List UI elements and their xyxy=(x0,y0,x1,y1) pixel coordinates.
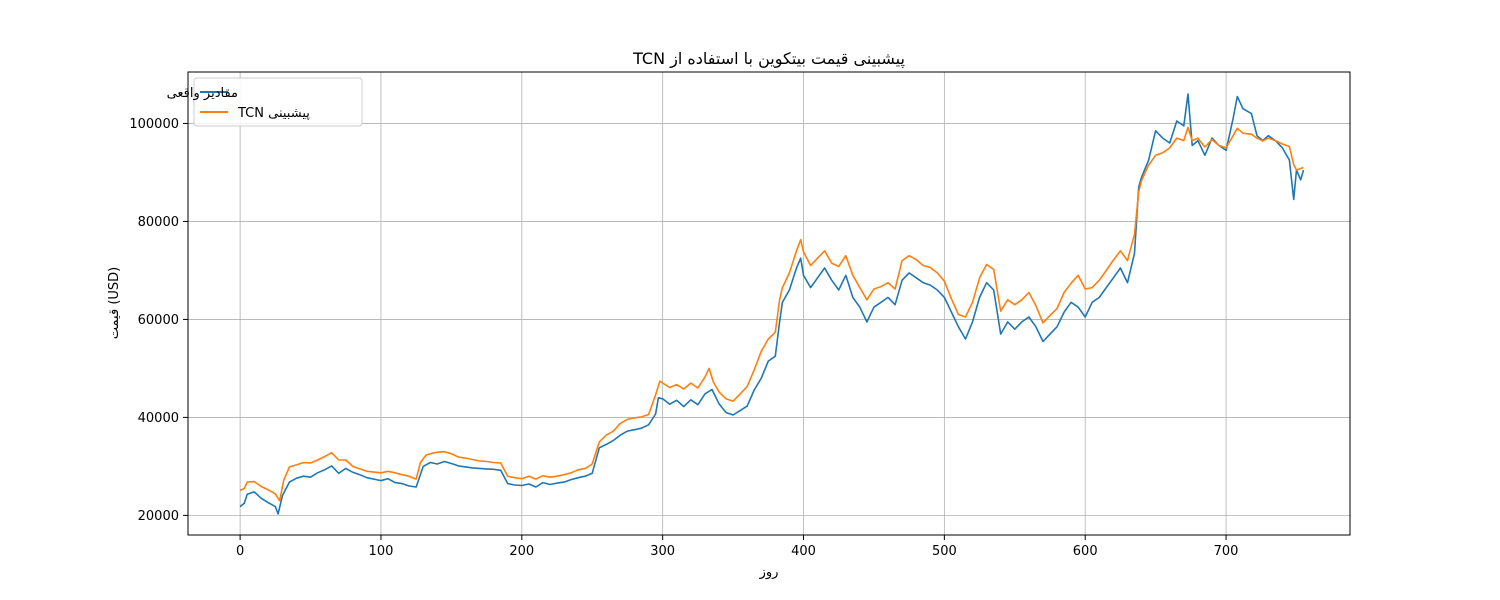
x-tick-label: 100 xyxy=(369,544,394,559)
x-tick-label: 200 xyxy=(509,544,534,559)
y-tick-label: 40000 xyxy=(138,411,179,426)
series-line-actual xyxy=(239,93,1305,515)
y-tick-label: 20000 xyxy=(138,509,179,524)
x-tick-label: 400 xyxy=(791,544,816,559)
legend-label-actual: مقادیر واقعی xyxy=(167,86,238,101)
y-ticks: 20000 40000 60000 80000 100000 xyxy=(129,117,188,524)
x-tick-label: 600 xyxy=(1073,544,1098,559)
series-line-prediction xyxy=(239,126,1304,502)
legend: مقادیر واقعی پیشبینی TCN xyxy=(167,77,363,127)
y-axis-label: قیمت (USD) xyxy=(107,267,122,339)
x-tick-label: 500 xyxy=(932,544,957,559)
legend-label-prediction: پیشبینی TCN xyxy=(237,106,310,121)
y-tick-label: 60000 xyxy=(138,313,179,328)
x-ticks: 0 100 200 300 400 500 600 700 xyxy=(236,535,1238,559)
plot-frame xyxy=(187,71,1351,536)
chart-title: پیشبینی قیمت بیتکوین با استفاده از TCN xyxy=(632,49,905,69)
x-tick-label: 700 xyxy=(1214,544,1239,559)
series-group xyxy=(239,93,1305,515)
y-tick-label: 100000 xyxy=(129,117,179,132)
x-tick-label: 0 xyxy=(236,544,244,559)
x-axis-label: روز xyxy=(759,565,779,580)
y-tick-label: 80000 xyxy=(138,215,179,230)
x-tick-label: 300 xyxy=(650,544,675,559)
legend-box xyxy=(193,77,363,127)
